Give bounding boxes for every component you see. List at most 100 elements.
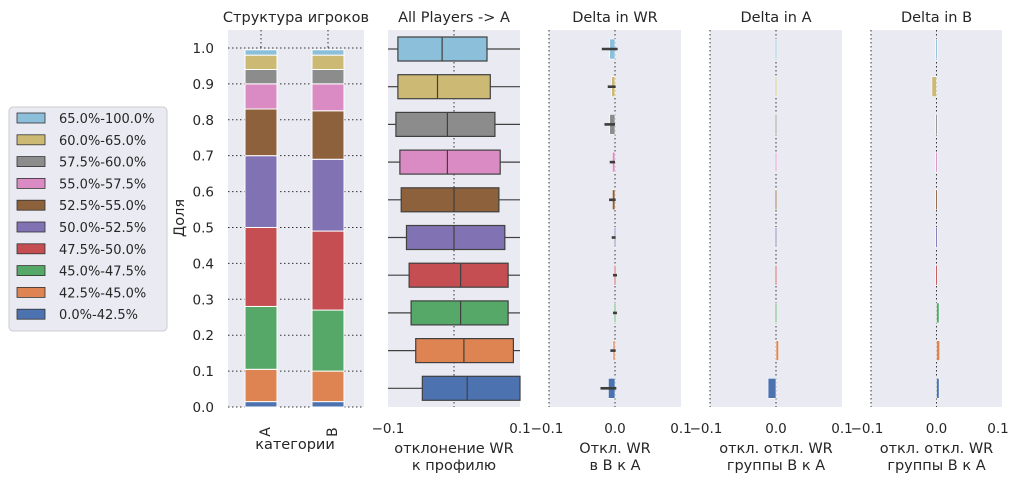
delta-bar — [936, 377, 940, 399]
x-axis-label: к профилю — [412, 458, 496, 474]
y-tick-label: 0.0 — [193, 400, 214, 416]
x-axis-label: группы В к А — [727, 458, 825, 474]
legend-label: 0.0%-42.5% — [59, 308, 138, 323]
y-tick-label: 0.3 — [193, 292, 214, 308]
stack-segment — [311, 230, 345, 311]
box — [410, 300, 509, 326]
y-axis-label: Доля — [172, 199, 188, 237]
legend-label: 42.5%-45.0% — [59, 286, 146, 301]
y-tick-label: 0.7 — [193, 149, 214, 165]
x-axis-label: Откл. WR — [579, 441, 651, 457]
stacked-bar-panel: A B 0.0 0.1 0.2 0.3 0.4 0.5 0.6 0.7 0.8 0.9 1.0 Струк… — [172, 10, 369, 453]
x-axis-label: группы В к А — [887, 458, 985, 474]
delta-bar — [774, 151, 778, 173]
y-tick-label: 0.1 — [193, 364, 214, 380]
delta-wr-panel: Delta in WR −0.1 0.0 0.1 Откл. WRв В к А — [531, 10, 692, 474]
x-axis-label: в В к А — [590, 458, 641, 474]
delta-bar — [767, 377, 777, 399]
x-tick-label: 0.0 — [765, 421, 786, 437]
stack-segment — [311, 309, 345, 372]
stack-segment — [244, 226, 278, 307]
x-tick-label: −0.1 — [531, 421, 564, 437]
legend-swatch — [16, 265, 46, 277]
delta-bar — [774, 302, 778, 324]
delta-bar — [774, 76, 778, 97]
delta-bar — [935, 189, 938, 211]
panel-title: Delta in B — [901, 10, 972, 26]
delta-bar — [774, 114, 778, 135]
legend-label: 65.0%-100.0% — [59, 112, 155, 127]
delta-bar — [935, 264, 938, 286]
delta-bar — [775, 340, 779, 361]
boxplot-panel: All Players -> A −0.1 0.1 отклонение WRк пр… — [372, 10, 531, 474]
stack-segment — [244, 83, 278, 110]
delta-bar — [931, 76, 937, 97]
stack-segment — [244, 155, 278, 228]
y-tick-label: 0.9 — [193, 77, 214, 93]
panel-title: Delta in WR — [572, 10, 658, 26]
x-tick-label: 0.0 — [604, 421, 625, 437]
legend-swatch — [16, 221, 46, 233]
stack-segment — [244, 368, 278, 403]
y-tick-label: 1.0 — [193, 41, 214, 57]
delta-bar — [935, 151, 938, 173]
box — [397, 74, 491, 100]
stack-segment — [244, 305, 278, 370]
stack-segment — [311, 401, 345, 408]
stack-segment — [244, 108, 278, 157]
stack-segment — [244, 68, 278, 85]
panel-title: All Players -> A — [398, 10, 510, 26]
stack-segment — [244, 54, 278, 70]
delta-bar — [774, 227, 778, 248]
stack-segment — [311, 68, 345, 85]
x-tick-label: 0.1 — [831, 421, 852, 437]
delta-bar — [774, 38, 778, 60]
box — [400, 187, 500, 213]
legend-label: 55.0%-57.5% — [59, 177, 146, 192]
legend-swatch — [16, 286, 46, 298]
y-tick-label: 0.6 — [193, 185, 214, 201]
x-tick-label: −0.1 — [372, 421, 405, 437]
box — [408, 262, 509, 288]
box — [399, 149, 501, 175]
x-axis-label: откл. откл. WR — [719, 441, 833, 457]
box — [395, 111, 496, 138]
delta-a-panel: Delta in A −0.1 0.0 0.1 откл. откл. WRгруппы… — [690, 10, 853, 474]
stack-segment — [311, 370, 345, 403]
x-tick-label: 0.0 — [926, 421, 947, 437]
legend-label: 52.5%-55.0% — [59, 199, 146, 214]
stack-segment — [244, 401, 278, 408]
delta-b-panel: Delta in B −0.1 0.0 0.1 откл. откл. WRгруппы… — [851, 10, 1009, 474]
box — [415, 338, 515, 364]
x-tick-label: B — [325, 427, 341, 437]
legend-swatch — [16, 177, 46, 189]
legend-swatch — [16, 156, 46, 168]
legend-label: 45.0%-47.5% — [59, 265, 146, 280]
panel-title: Структура игроков — [223, 10, 369, 26]
legend-label: 50.0%-52.5% — [59, 221, 146, 236]
stack-segment — [311, 158, 345, 232]
delta-bar — [935, 114, 938, 135]
legend: 65.0%-100.0% 60.0%-65.0% 57.5%-60.0% 55.0%-… — [8, 106, 168, 332]
box — [405, 224, 506, 251]
delta-bar — [774, 264, 778, 286]
stack-segment — [311, 54, 345, 70]
delta-bar — [935, 38, 938, 60]
legend-swatch — [16, 134, 46, 146]
stack-segment — [311, 110, 345, 160]
legend-label: 60.0%-65.0% — [59, 134, 146, 149]
delta-bar — [936, 302, 940, 324]
panel-title: Delta in A — [740, 10, 811, 26]
box — [421, 375, 521, 401]
x-axis-label: отклонение WR — [394, 441, 513, 457]
stack-segment — [311, 49, 345, 56]
y-tick-label: 0.2 — [193, 328, 214, 344]
x-tick-label: −0.1 — [690, 421, 723, 437]
legend-label: 47.5%-50.0% — [59, 243, 146, 258]
delta-bar — [936, 340, 941, 361]
y-tick-label: 0.8 — [193, 113, 214, 129]
legend-swatch — [16, 199, 46, 211]
legend-frame — [8, 106, 168, 332]
x-tick-label: A — [258, 427, 274, 437]
